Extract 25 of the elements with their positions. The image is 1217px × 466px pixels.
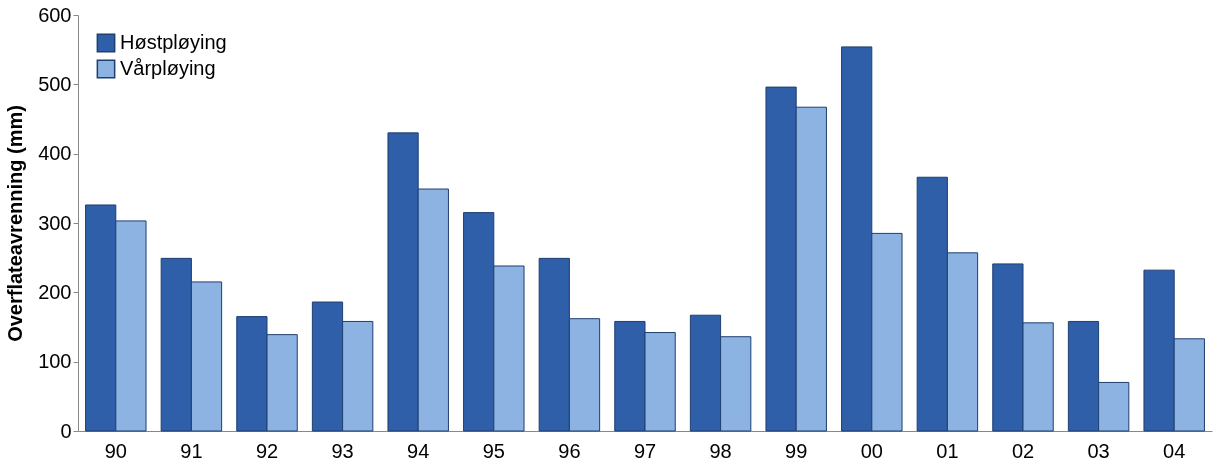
x-tick-label: 95 xyxy=(482,439,505,462)
x-tick-label: 90 xyxy=(104,439,127,462)
x-tick-label: 96 xyxy=(558,439,581,462)
y-tick-label: 400 xyxy=(38,142,72,165)
y-tick-label: 100 xyxy=(38,350,72,373)
y-axis-title: Overflateavrenning (mm) xyxy=(4,105,27,342)
y-tick-label: 0 xyxy=(60,419,72,442)
x-tick-label: 94 xyxy=(407,439,430,462)
x-tick-label: 00 xyxy=(860,439,883,462)
x-tick-label: 97 xyxy=(633,439,657,462)
legend-label: Høstpløying xyxy=(120,31,227,53)
x-tick-label: 02 xyxy=(1011,439,1035,462)
x-tick-label: 04 xyxy=(1163,439,1186,462)
x-tick-label: 98 xyxy=(709,439,732,462)
x-tick-label: 03 xyxy=(1087,439,1110,462)
y-tick-label: 200 xyxy=(38,280,72,303)
y-tick-label: 300 xyxy=(38,211,72,234)
x-tick-label: 91 xyxy=(180,439,203,462)
legend-label: Vårpløying xyxy=(120,57,216,79)
x-tick-label: 93 xyxy=(331,439,354,462)
x-tick-label: 92 xyxy=(255,439,279,462)
x-tick-label: 99 xyxy=(785,439,808,462)
x-tick-label: 01 xyxy=(936,439,959,462)
y-tick-label: 600 xyxy=(38,3,72,26)
y-tick-label: 500 xyxy=(38,72,72,95)
